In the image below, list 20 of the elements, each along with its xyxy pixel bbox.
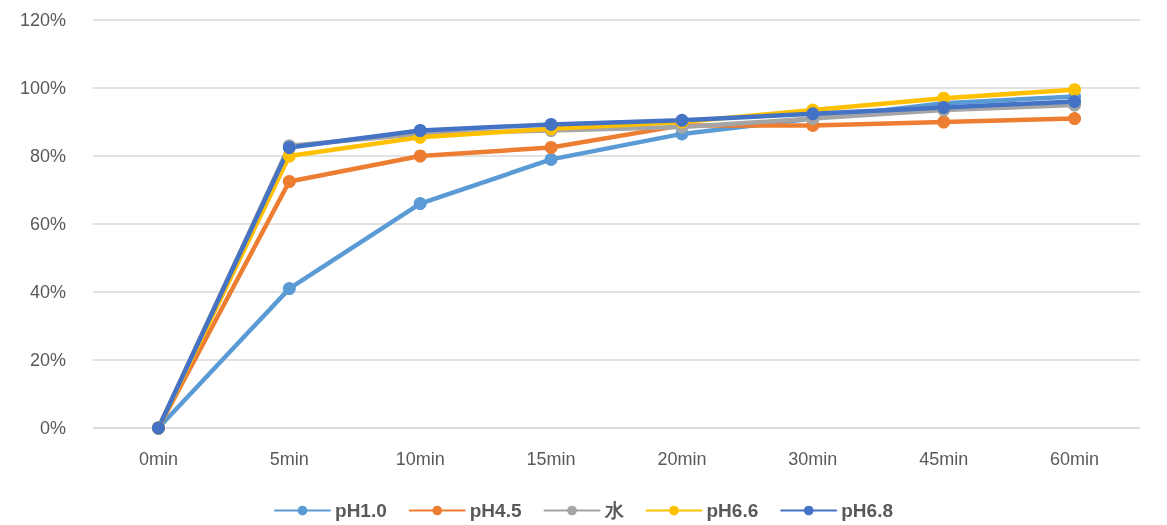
y-tick-label: 120%	[19, 10, 66, 30]
legend-label: pH6.8	[841, 500, 893, 521]
x-tick-label: 60min	[1050, 449, 1100, 469]
x-tick-label: 10min	[395, 449, 445, 469]
x-tick-label: 45min	[919, 449, 969, 469]
legend-label: pH6.6	[706, 500, 759, 521]
x-tick-label: 30min	[788, 449, 838, 469]
y-tick-label: 0%	[39, 418, 66, 438]
y-tick-label: 40%	[29, 282, 66, 302]
y-tick-label: 20%	[29, 350, 66, 370]
x-tick-label: 0min	[138, 449, 178, 469]
legend-label: 水	[603, 500, 625, 521]
legend-label: pH1.0	[335, 500, 387, 521]
y-tick-label: 100%	[19, 78, 66, 98]
x-tick-label: 20min	[657, 449, 707, 469]
y-tick-label: 80%	[29, 146, 66, 166]
x-tick-label: 15min	[526, 449, 576, 469]
legend-label: pH4.5	[469, 500, 522, 521]
x-tick-label: 5min	[269, 449, 309, 469]
y-tick-label: 60%	[29, 214, 66, 234]
